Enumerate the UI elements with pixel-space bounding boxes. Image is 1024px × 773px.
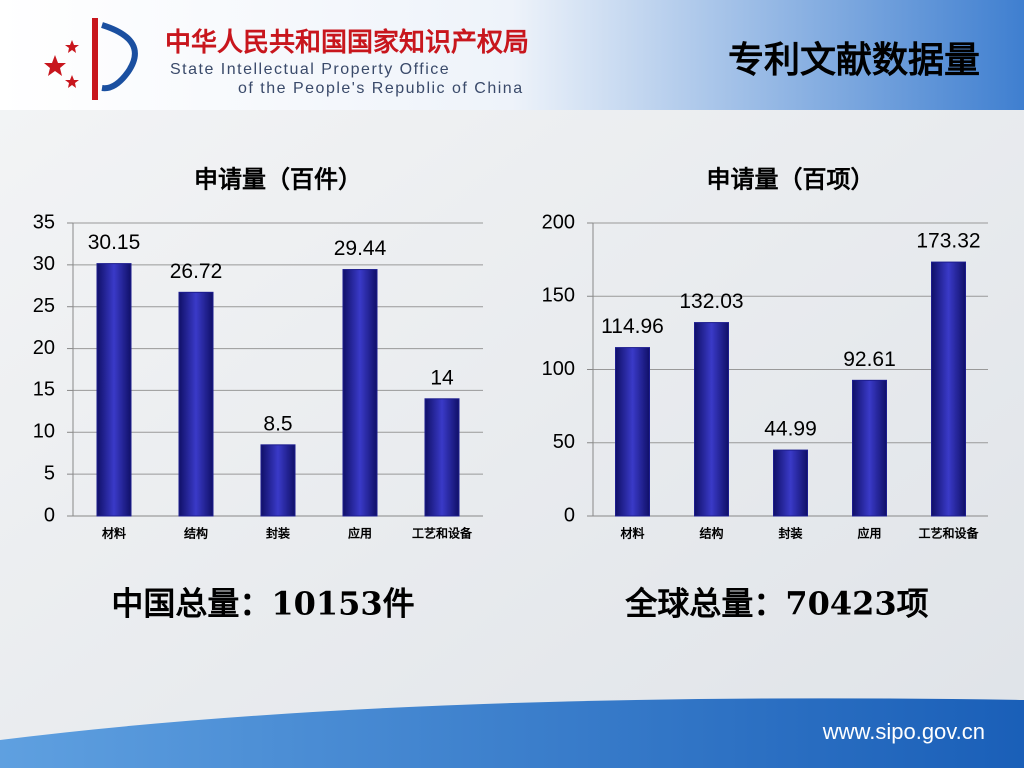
chart-title: 申请量（百项） [707, 165, 875, 194]
y-tick-label: 10 [33, 421, 55, 443]
header-band [0, 0, 1024, 110]
x-tick-label: 材料 [101, 526, 126, 541]
x-tick-label: 应用 [857, 526, 881, 541]
y-tick-label: 0 [44, 504, 55, 526]
data-label: 26.72 [170, 260, 223, 283]
org-name-en: of the People's Republic of China [238, 80, 524, 97]
x-tick-label: 工艺和设备 [412, 526, 473, 541]
y-tick-label: 50 [553, 431, 575, 453]
x-tick-label: 封装 [778, 526, 802, 541]
footer-url: www.sipo.gov.cn [822, 719, 985, 744]
logo [44, 18, 138, 100]
chart-title: 申请量（百件） [194, 165, 362, 194]
x-tick-label: 材料 [619, 526, 644, 541]
x-tick-label: 结构 [699, 526, 723, 541]
bar [424, 398, 460, 517]
org-name-en: State Intellectual Property Office [170, 61, 450, 78]
data-label: 132.03 [679, 290, 743, 313]
data-label: 114.96 [601, 315, 664, 338]
y-tick-label: 35 [33, 211, 55, 233]
x-tick-label: 应用 [348, 526, 372, 541]
y-tick-label: 30 [33, 253, 55, 275]
y-tick-label: 200 [542, 211, 575, 233]
data-label: 8.5 [263, 412, 292, 435]
bar [931, 261, 966, 517]
bar [96, 263, 132, 517]
x-tick-label: 工艺和设备 [918, 526, 979, 541]
x-tick-label: 封装 [266, 526, 290, 541]
bar [852, 379, 887, 517]
data-label: 92.61 [843, 348, 896, 371]
slide-title: 专利文献数据量 [728, 39, 980, 81]
bar [694, 322, 729, 517]
footer-wave [0, 698, 1024, 768]
org-name-cn: 中华人民共和国国家知识产权局 [165, 27, 529, 57]
data-label: 14 [430, 366, 454, 389]
y-tick-label: 20 [33, 337, 55, 359]
y-tick-label: 150 [542, 285, 575, 307]
bar [615, 347, 650, 517]
data-label: 173.32 [916, 230, 980, 253]
bar [178, 291, 214, 517]
y-tick-label: 100 [542, 358, 575, 380]
bar [342, 269, 378, 517]
x-tick-label: 结构 [184, 526, 208, 541]
y-tick-label: 5 [44, 462, 55, 484]
data-label: 29.44 [334, 237, 387, 260]
total: 中国总量：10153件 [111, 585, 414, 623]
y-tick-label: 25 [33, 295, 55, 317]
bar [260, 444, 296, 517]
y-tick-label: 15 [33, 379, 55, 401]
total: 全球总量：70423项 [624, 585, 928, 623]
data-label: 44.99 [764, 418, 817, 441]
y-tick-label: 0 [564, 504, 575, 526]
bar [773, 449, 808, 517]
data-label: 30.15 [88, 231, 141, 254]
